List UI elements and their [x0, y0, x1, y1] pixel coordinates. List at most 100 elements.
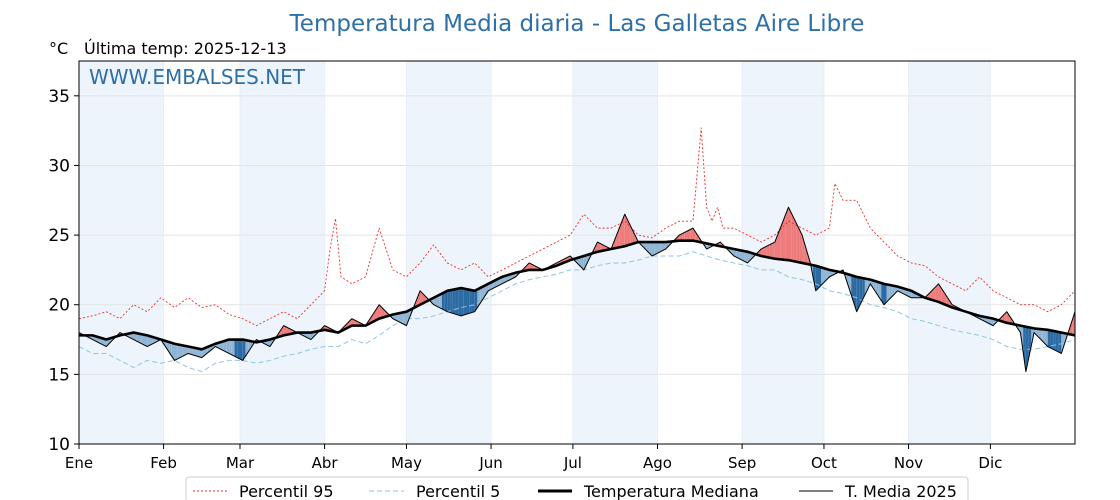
- anomaly-fill: [223, 340, 227, 353]
- y-tick-label: 15: [48, 365, 70, 385]
- anomaly-fill: [444, 290, 448, 312]
- unit-label: °C: [49, 39, 68, 58]
- anomaly-fill: [351, 318, 355, 326]
- anomaly-fill: [938, 283, 942, 304]
- month-band: [406, 61, 492, 444]
- anomaly-fill: [242, 339, 246, 361]
- watermark: WWW.EMBALSES.NET: [89, 65, 306, 89]
- anomaly-fill: [1009, 315, 1013, 324]
- anomaly-fill: [193, 347, 197, 356]
- anomaly-fill: [398, 312, 401, 323]
- anomaly-fill: [780, 221, 784, 260]
- anomaly-fill: [310, 332, 314, 340]
- month-band: [908, 61, 991, 444]
- y-axis: 10 15 20 25 30 35: [48, 87, 79, 455]
- anomaly-fill: [463, 288, 467, 316]
- anomaly-fill: [441, 292, 445, 311]
- anomaly-fill: [600, 243, 603, 252]
- anomaly-fill: [682, 232, 685, 241]
- x-tick-label: Ago: [643, 454, 672, 472]
- anomaly-fill: [529, 262, 532, 270]
- anomaly-fill: [731, 248, 734, 256]
- anomaly-fill: [185, 345, 189, 355]
- anomaly-fill: [373, 308, 377, 322]
- series-p95-line: [78, 127, 1076, 327]
- anomaly-fill: [613, 235, 617, 249]
- anomaly-fill: [813, 265, 816, 291]
- series-p5-line: [78, 251, 1076, 373]
- anomaly-fill: [469, 289, 472, 314]
- anomaly-fill: [583, 255, 587, 270]
- y-tick-label: 10: [48, 435, 70, 455]
- anomaly-fill: [581, 255, 584, 270]
- anomaly-fill: [149, 336, 153, 346]
- anomaly-fill: [660, 242, 663, 252]
- anomaly-fill: [627, 219, 631, 246]
- y-tick-label: 30: [48, 156, 70, 176]
- anomaly-fill: [1006, 311, 1010, 324]
- x-tick-label: Sep: [728, 454, 756, 472]
- month-bands: [79, 61, 991, 444]
- anomaly-fill: [147, 335, 150, 347]
- anomaly-fill: [308, 332, 311, 340]
- anomaly-fill: [616, 228, 620, 248]
- series-current-line: [78, 206, 1076, 373]
- anomaly-fill: [286, 327, 290, 335]
- legend-label-p5: Percentil 5: [416, 482, 500, 500]
- anomaly-fill: [174, 343, 178, 361]
- anomaly-fill: [946, 296, 950, 307]
- anomaly-fill: [785, 207, 789, 261]
- anomaly-fill: [133, 332, 137, 341]
- anomaly-fill: [226, 339, 230, 354]
- chart-title: Temperatura Media diaria - Las Galletas …: [289, 11, 865, 37]
- anomaly-fill: [597, 242, 601, 252]
- anomaly-fill: [403, 311, 407, 326]
- anomaly-fill: [480, 286, 483, 304]
- legend-label-p95: Percentil 95: [239, 482, 334, 500]
- anomaly-fill: [788, 207, 792, 261]
- anomaly-fill: [196, 348, 200, 357]
- legend-label-median: Temperatura Mediana: [583, 482, 759, 500]
- anomaly-fill: [1039, 328, 1043, 341]
- x-tick-label: Dic: [978, 454, 1002, 472]
- anomaly-fill: [417, 290, 421, 307]
- anomaly-fill: [769, 243, 773, 259]
- anomaly-fill: [239, 339, 243, 361]
- anomaly-fill: [406, 310, 410, 326]
- anomaly-fill: [1042, 329, 1045, 344]
- anomaly-fill: [1050, 330, 1054, 350]
- anomaly-fill: [201, 348, 205, 358]
- anomaly-fill: [818, 266, 822, 289]
- anomaly-fill: [139, 333, 142, 344]
- anomaly-fill: [280, 325, 284, 337]
- x-tick-label: Abr: [312, 454, 339, 472]
- anomaly-fill: [234, 339, 238, 358]
- anomaly-fill: [821, 267, 824, 286]
- anomaly-fill: [742, 250, 745, 262]
- anomaly-fill: [231, 339, 235, 357]
- anomaly-fill: [652, 242, 655, 256]
- x-tick-label: Oct: [811, 454, 837, 472]
- series-lines: [78, 127, 1076, 373]
- anomaly-fill: [687, 229, 691, 241]
- last-temp-label: Última temp: 2025-12-13: [84, 39, 287, 58]
- anomaly-fill: [665, 241, 669, 250]
- legend-label-current: T. Media 2025: [844, 482, 957, 500]
- anomaly-fill: [461, 288, 464, 316]
- anomaly-fill: [791, 212, 794, 262]
- anomaly-fill: [690, 228, 693, 241]
- anomaly-fill: [856, 276, 860, 312]
- anomaly-fill: [684, 230, 688, 241]
- anomaly-fill: [815, 265, 819, 291]
- anomaly-fill: [283, 325, 287, 336]
- anomaly-fill: [881, 283, 884, 305]
- anomaly-fill: [237, 339, 240, 360]
- anomaly-fill: [466, 289, 470, 315]
- anomaly-fill: [455, 288, 459, 316]
- anomaly-fill: [933, 286, 936, 302]
- legend-box: [185, 476, 969, 500]
- anomaly-fill: [848, 274, 852, 295]
- anomaly-fill: [190, 347, 194, 356]
- anomaly-fill: [1072, 311, 1075, 336]
